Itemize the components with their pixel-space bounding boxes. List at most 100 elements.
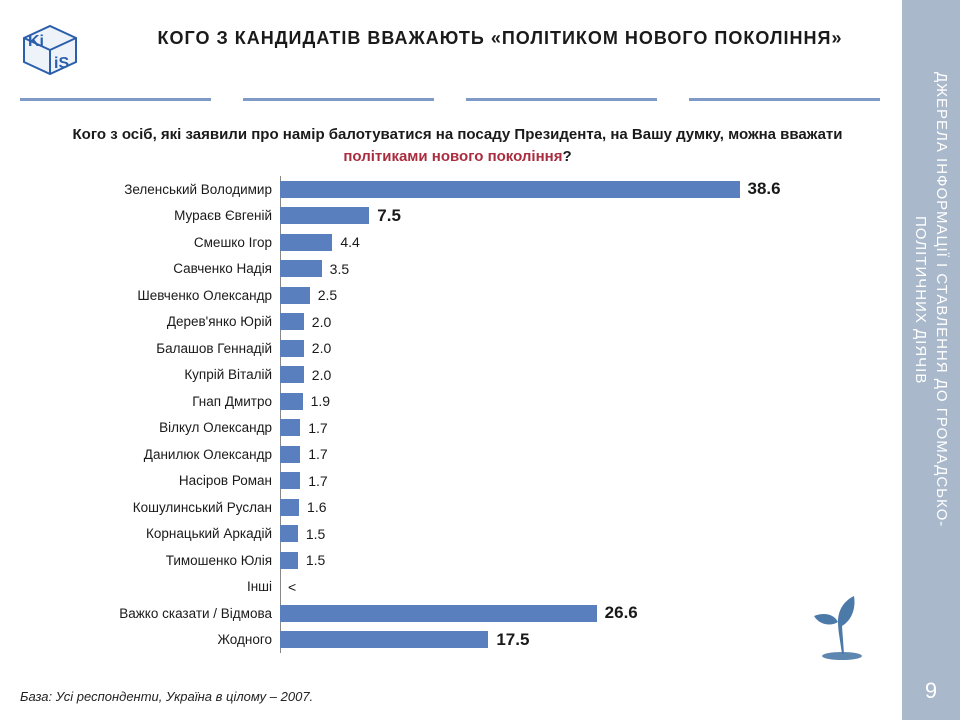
chart-row: Купрій Віталій2.0 <box>30 362 790 389</box>
row-value: 1.7 <box>308 420 327 436</box>
row-value: 2.0 <box>312 367 331 383</box>
chart-row: Важко сказати / Відмова 26.6 <box>30 600 790 627</box>
bar-wrap: 1.9 <box>280 388 790 415</box>
row-label: Смешко Ігор <box>30 235 280 250</box>
chart-row: Шевченко Олександр 2.5 <box>30 282 790 309</box>
bar-wrap: 1.7 <box>280 415 790 442</box>
bar <box>280 631 488 648</box>
row-value: 2.0 <box>312 340 331 356</box>
svg-text:iS: iS <box>54 55 69 72</box>
bar <box>280 393 303 410</box>
row-value: 2.5 <box>318 287 337 303</box>
page-title: КОГО З КАНДИДАТІВ ВВАЖАЮТЬ «ПОЛІТИКОМ НО… <box>130 26 870 50</box>
chart-row: Інші < <box>30 574 790 601</box>
bar-wrap: 4.4 <box>280 229 790 256</box>
row-value: 26.6 <box>605 603 638 623</box>
bar-wrap: 26.6 <box>280 600 790 627</box>
chart-row: Савченко Надія 3.5 <box>30 256 790 283</box>
bar-wrap: 2.0 <box>280 335 790 362</box>
divider <box>20 98 880 101</box>
row-label: Важко сказати / Відмова <box>30 606 280 621</box>
bar <box>280 552 298 569</box>
row-label: Савченко Надія <box>30 261 280 276</box>
bar <box>280 446 300 463</box>
row-label: Кошулинський Руслан <box>30 500 280 515</box>
row-label: Балашов Геннадій <box>30 341 280 356</box>
bar <box>280 605 597 622</box>
bar-wrap: 1.5 <box>280 547 790 574</box>
bar-wrap: 38.6 <box>280 176 790 203</box>
question-text: Кого з осіб, які заявили про намір балот… <box>55 124 860 168</box>
chart-row: Тимошенко Юлія1.5 <box>30 547 790 574</box>
row-label: Зеленський Володимир <box>30 182 280 197</box>
bar <box>280 260 322 277</box>
bar-wrap: 2.0 <box>280 309 790 336</box>
bar-wrap: 3.5 <box>280 256 790 283</box>
bar <box>280 287 310 304</box>
bar <box>280 340 304 357</box>
row-label: Данилюк Олександр <box>30 447 280 462</box>
row-value: 4.4 <box>340 234 359 250</box>
kiis-logo-icon: Ki iS <box>14 18 86 82</box>
row-label: Дерев'янко Юрій <box>30 314 280 329</box>
bar-wrap: 1.7 <box>280 468 790 495</box>
chart-row: Кошулинський Руслан 1.6 <box>30 494 790 521</box>
bar-wrap: 2.0 <box>280 362 790 389</box>
bar-wrap: 17.5 <box>280 627 790 654</box>
row-value: 1.9 <box>311 393 330 409</box>
row-label: Жодного <box>30 632 280 647</box>
row-value: 1.7 <box>308 446 327 462</box>
bar <box>280 499 299 516</box>
row-value: < <box>288 579 296 595</box>
bar <box>280 366 304 383</box>
question-highlight: політиками нового покоління <box>343 148 562 165</box>
row-value: 38.6 <box>748 179 781 199</box>
bar <box>280 419 300 436</box>
chart-row: Дерев'янко Юрій 2.0 <box>30 309 790 336</box>
row-value: 1.6 <box>307 499 326 515</box>
row-label: Вілкул Олександр <box>30 420 280 435</box>
bar-wrap: 1.7 <box>280 441 790 468</box>
sprout-icon <box>802 582 882 662</box>
bar <box>280 472 300 489</box>
chart-row: Гнап Дмитро 1.9 <box>30 388 790 415</box>
row-value: 3.5 <box>330 261 349 277</box>
slide: ДЖЕРЕЛА ІНФОРМАЦІЇ І СТАВЛЕННЯ ДО ГРОМАД… <box>0 0 960 720</box>
sidebar-label: ДЖЕРЕЛА ІНФОРМАЦІЇ І СТАВЛЕННЯ ДО ГРОМАД… <box>910 60 952 540</box>
row-label: Шевченко Олександр <box>30 288 280 303</box>
row-label: Мураєв Євгеній <box>30 208 280 223</box>
footnote: База: Усі респонденти, Україна в цілому … <box>20 689 313 704</box>
bar-chart: Зеленський Володимир 38.6 Мураєв Євгеній 7.… <box>30 176 790 653</box>
row-label: Гнап Дмитро <box>30 394 280 409</box>
row-label: Насіров Роман <box>30 473 280 488</box>
chart-row: Жодного 17.5 <box>30 627 790 654</box>
row-value: 17.5 <box>496 630 529 650</box>
bar-wrap: < <box>280 574 790 601</box>
page-number: 9 <box>902 678 960 704</box>
row-value: 7.5 <box>377 206 401 226</box>
row-value: 1.5 <box>306 526 325 542</box>
bar-wrap: 7.5 <box>280 203 790 230</box>
chart-row: Насіров Роман 1.7 <box>30 468 790 495</box>
chart-row: Данилюк Олександр 1.7 <box>30 441 790 468</box>
bar-wrap: 2.5 <box>280 282 790 309</box>
chart-row: Вілкул Олександр 1.7 <box>30 415 790 442</box>
bar-wrap: 1.6 <box>280 494 790 521</box>
bar <box>280 207 369 224</box>
chart-row: Смешко Ігор 4.4 <box>30 229 790 256</box>
row-label: Корнацький Аркадій <box>30 526 280 541</box>
row-label: Тимошенко Юлія <box>30 553 280 568</box>
row-label: Інші <box>30 579 280 594</box>
chart-row: Балашов Геннадій 2.0 <box>30 335 790 362</box>
bar <box>280 525 298 542</box>
chart-row: Корнацький Аркадій 1.5 <box>30 521 790 548</box>
row-value: 1.7 <box>308 473 327 489</box>
chart-row: Зеленський Володимир 38.6 <box>30 176 790 203</box>
svg-text:Ki: Ki <box>28 33 44 50</box>
sidebar: ДЖЕРЕЛА ІНФОРМАЦІЇ І СТАВЛЕННЯ ДО ГРОМАД… <box>902 0 960 720</box>
question-after: ? <box>562 148 571 165</box>
bar <box>280 234 332 251</box>
row-value: 2.0 <box>312 314 331 330</box>
bar-wrap: 1.5 <box>280 521 790 548</box>
question-before: Кого з осіб, які заявили про намір балот… <box>73 126 843 143</box>
